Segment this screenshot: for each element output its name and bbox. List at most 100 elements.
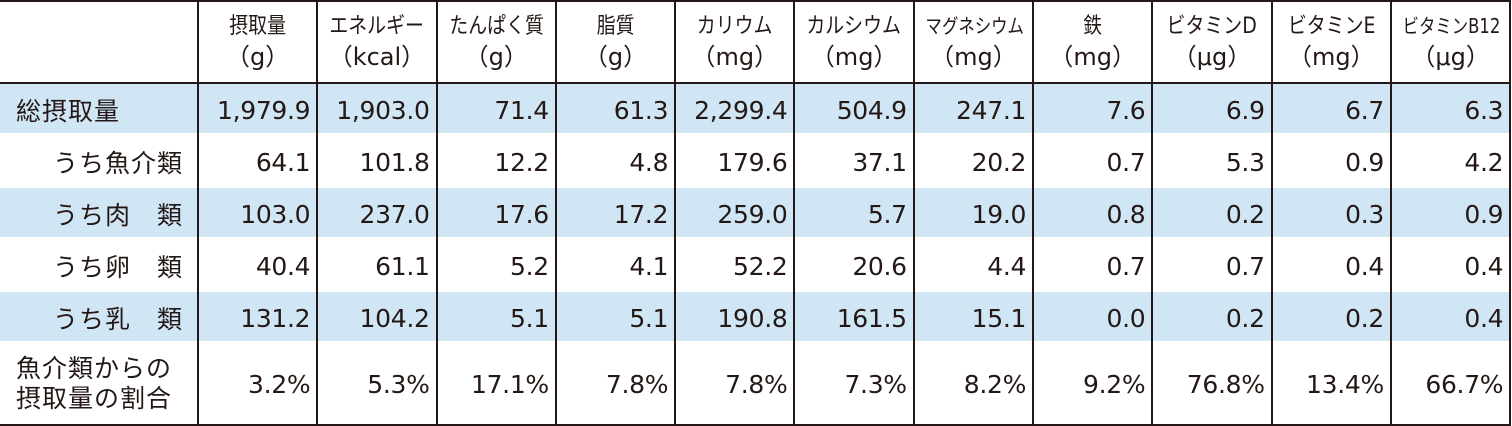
header-energy: エネルギー （kcal） xyxy=(316,0,438,84)
table-cell: 5.1 xyxy=(554,292,677,344)
column-name: たんぱく質 xyxy=(448,14,544,39)
table-cell: 8.2% xyxy=(912,344,1035,426)
table-cell: 2,299.4 xyxy=(674,83,796,136)
table-cell: 4.4 xyxy=(912,240,1035,292)
column-name: カリウム xyxy=(696,14,773,39)
table-cell: 0.2 xyxy=(1151,292,1273,344)
table-cell: 17.6 xyxy=(435,188,557,240)
table-row-total-intake: 総摂取量 1,979.9 1,903.0 71.4 61.3 2,299.4 5… xyxy=(0,83,1512,136)
table-cell: 5.3 xyxy=(1151,136,1273,188)
column-unit: （mg） xyxy=(810,43,898,71)
table-cell: 64.1 xyxy=(196,136,319,188)
column-name: エネルギー xyxy=(329,14,425,39)
column-name: ビタミンB12 xyxy=(1402,14,1501,38)
table-cell: 7.3% xyxy=(793,344,915,426)
header-magnesium: マグネシウム （mg） xyxy=(912,0,1035,84)
table-cell: 4.2 xyxy=(1389,136,1512,188)
table-cell: 15.1 xyxy=(912,292,1035,344)
table-cell: 20.2 xyxy=(912,136,1035,188)
table-cell: 20.6 xyxy=(793,240,915,292)
table-cell: 161.5 xyxy=(793,292,915,344)
column-name: ビタミンE xyxy=(1287,14,1376,39)
header-iron: 鉄 （mg） xyxy=(1032,0,1154,84)
column-unit: （g） xyxy=(464,43,528,71)
table-cell: 61.3 xyxy=(554,83,677,136)
header-protein: たんぱく質 （g） xyxy=(435,0,557,84)
column-name: カルシウム xyxy=(806,14,902,39)
table-row-dairy: うち乳 類 131.2 104.2 5.1 5.1 190.8 161.5 15… xyxy=(0,292,1512,344)
row-label: うち卵 類 xyxy=(0,240,199,292)
table-cell: 12.2 xyxy=(435,136,557,188)
header-vitamin-d: ビタミンD （μg） xyxy=(1151,0,1273,84)
table-cell: 4.8 xyxy=(554,136,677,188)
row-label: 魚介類からの 摂取量の割合 xyxy=(0,344,199,426)
column-name: 摂取量 xyxy=(229,14,287,39)
row-label: 総摂取量 xyxy=(0,83,199,136)
table-cell: 13.4% xyxy=(1270,344,1392,426)
column-unit: （μg） xyxy=(1172,43,1252,71)
table-cell: 0.9 xyxy=(1270,136,1392,188)
column-unit: （g） xyxy=(583,43,648,71)
table-cell: 247.1 xyxy=(912,83,1035,136)
table-cell: 0.2 xyxy=(1151,188,1273,240)
table-cell: 5.3% xyxy=(316,344,438,426)
table-cell: 6.7 xyxy=(1270,83,1392,136)
table-cell: 0.3 xyxy=(1270,188,1392,240)
header-vitamin-b12: ビタミンB12 （μg） xyxy=(1389,0,1512,84)
header-row: 摂取量 （g） エネルギー （kcal） たんぱく質 （g） 脂質 （g） カリウム （m… xyxy=(0,0,1512,84)
table-cell: 7.6 xyxy=(1032,83,1154,136)
table-cell: 37.1 xyxy=(793,136,915,188)
table-cell: 0.0 xyxy=(1032,292,1154,344)
table-cell: 103.0 xyxy=(196,188,319,240)
table-cell: 0.7 xyxy=(1032,240,1154,292)
table-cell: 6.9 xyxy=(1151,83,1273,136)
table-cell: 3.2% xyxy=(196,344,319,426)
table-cell: 40.4 xyxy=(196,240,319,292)
column-unit: （mg） xyxy=(1288,43,1375,71)
table-cell: 17.1% xyxy=(435,344,557,426)
header-corner-cell xyxy=(0,0,199,84)
header-vitamin-e: ビタミンE （mg） xyxy=(1270,0,1392,84)
table-cell: 52.2 xyxy=(674,240,796,292)
table-cell: 190.8 xyxy=(674,292,796,344)
table-cell: 61.1 xyxy=(316,240,438,292)
column-unit: （mg） xyxy=(691,43,779,71)
table-cell: 0.8 xyxy=(1032,188,1154,240)
row-label-line: 摂取量の割合 xyxy=(16,384,173,413)
column-unit: （g） xyxy=(226,43,290,71)
table-row-seafood: うち魚介類 64.1 101.8 12.2 4.8 179.6 37.1 20.… xyxy=(0,136,1512,188)
table-cell: 0.9 xyxy=(1389,188,1512,240)
column-unit: （kcal） xyxy=(328,43,426,71)
column-name: 鉄 xyxy=(1083,14,1103,39)
column-unit: （mg） xyxy=(1049,43,1137,71)
table-cell: 0.4 xyxy=(1270,240,1392,292)
table-cell: 5.2 xyxy=(435,240,557,292)
table-cell: 1,903.0 xyxy=(316,83,438,136)
table-row-meat: うち肉 類 103.0 237.0 17.6 17.2 259.0 5.7 19… xyxy=(0,188,1512,240)
column-unit: （mg） xyxy=(930,43,1017,71)
header-calcium: カルシウム （mg） xyxy=(793,0,915,84)
table-cell: 101.8 xyxy=(316,136,438,188)
table-cell: 0.7 xyxy=(1032,136,1154,188)
table-cell: 66.7% xyxy=(1389,344,1512,426)
table-cell: 504.9 xyxy=(793,83,915,136)
table-cell: 4.1 xyxy=(554,240,677,292)
table-cell: 131.2 xyxy=(196,292,319,344)
row-label-line: 魚介類からの xyxy=(16,354,173,383)
table-cell: 5.1 xyxy=(435,292,557,344)
table-cell: 259.0 xyxy=(674,188,796,240)
table-row-seafood-share: 魚介類からの 摂取量の割合 3.2% 5.3% 17.1% 7.8% 7.8% 7… xyxy=(0,344,1512,426)
column-name: マグネシウム xyxy=(925,14,1024,38)
table-cell: 104.2 xyxy=(316,292,438,344)
column-unit: （μg） xyxy=(1411,43,1490,71)
table-cell: 0.7 xyxy=(1151,240,1273,292)
row-label: うち魚介類 xyxy=(0,136,199,188)
table-cell: 1,979.9 xyxy=(196,83,319,136)
column-name: 脂質 xyxy=(596,14,635,39)
table-cell: 5.7 xyxy=(793,188,915,240)
table-cell: 6.3 xyxy=(1389,83,1512,136)
table-cell: 237.0 xyxy=(316,188,438,240)
table-cell: 71.4 xyxy=(435,83,557,136)
table-cell: 17.2 xyxy=(554,188,677,240)
